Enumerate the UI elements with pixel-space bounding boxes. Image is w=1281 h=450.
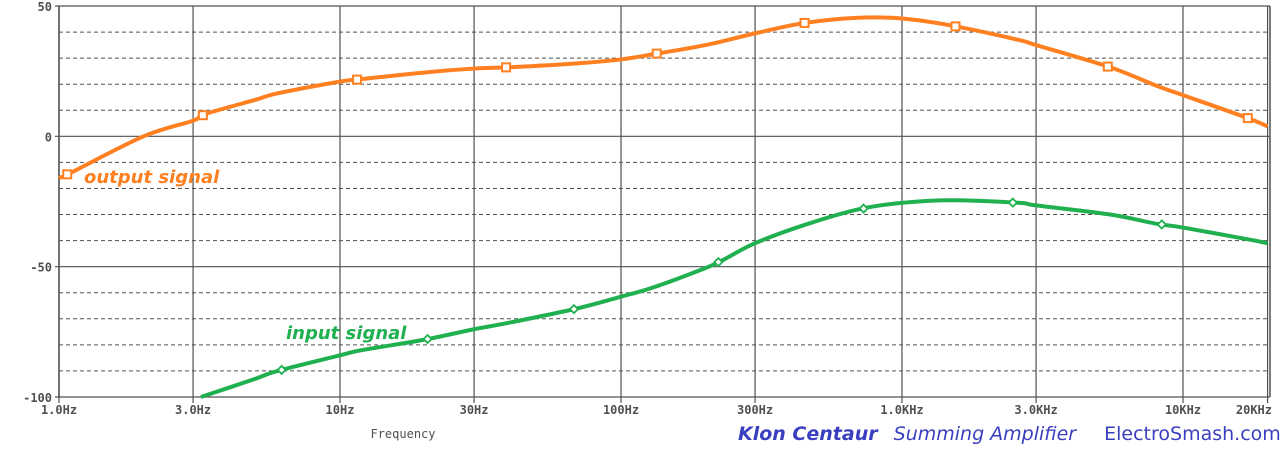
- x-axis-labels: 1.0Hz 3.0Hz 10Hz 30Hz 100Hz 300Hz 1.0KHz 3.0KHz…: [41, 403, 1272, 417]
- output-signal-label: output signal: [84, 167, 220, 188]
- y-tick-label: 0: [45, 130, 52, 144]
- y-tick-label: -50: [30, 261, 52, 275]
- chart-footer: Klon Centaur Summing Amplifier ElectroSm…: [738, 423, 1281, 445]
- x-tick-label: 20KHz: [1236, 403, 1272, 417]
- site-name: ElectroSmash.com: [1104, 423, 1281, 445]
- square-marker-icon: [1242, 113, 1253, 124]
- output-signal-line: [58, 15, 1269, 180]
- diamond-marker-icon: [276, 364, 287, 376]
- square-marker-icon: [352, 74, 363, 85]
- input-signal-label: input signal: [286, 323, 407, 344]
- product-name: Klon Centaur: [738, 423, 878, 445]
- x-tick-label: 300Hz: [737, 403, 773, 417]
- x-tick-label: 10KHz: [1165, 403, 1201, 417]
- diamond-marker-icon: [422, 333, 433, 345]
- diamond-marker-icon: [713, 256, 724, 268]
- x-tick-label: 10Hz: [326, 403, 355, 417]
- square-marker-icon: [799, 17, 810, 28]
- y-tick-label: 50: [38, 0, 52, 14]
- square-marker-icon: [197, 110, 208, 121]
- y-tick-label: -100: [23, 391, 52, 405]
- square-marker-icon: [62, 169, 73, 180]
- x-tick-label: 1.0KHz: [880, 403, 923, 417]
- x-tick-label: 30Hz: [460, 403, 489, 417]
- diamond-marker-icon: [858, 203, 869, 214]
- square-marker-icon: [501, 62, 512, 73]
- diamond-marker-icon: [568, 303, 580, 315]
- chart-subtitle: Summing Amplifier: [893, 423, 1077, 445]
- series-lines: [58, 15, 1269, 399]
- x-tick-label: 100Hz: [603, 403, 639, 417]
- axes: [58, 6, 1271, 397]
- diamond-marker-icon: [1007, 197, 1019, 208]
- x-axis-title: Frequency: [370, 427, 435, 441]
- x-tick-label: 3.0Hz: [175, 403, 211, 417]
- input-signal-line: [200, 198, 1268, 399]
- x-tick-label: 1.0Hz: [41, 403, 77, 417]
- square-marker-icon: [651, 48, 662, 59]
- square-marker-icon: [1102, 61, 1113, 72]
- square-marker-icon: [950, 21, 961, 32]
- diamond-marker-icon: [1156, 219, 1167, 230]
- x-tick-label: 3.0KHz: [1014, 403, 1057, 417]
- grid: [55, 5, 1270, 403]
- y-axis-labels: 50 0 -50 -100: [23, 0, 52, 405]
